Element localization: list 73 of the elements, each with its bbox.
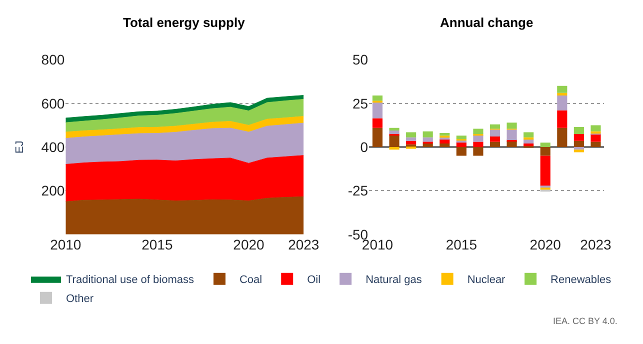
- bar: [557, 86, 568, 93]
- legend-label: Nuclear: [467, 274, 506, 286]
- bar: [406, 132, 416, 138]
- y-axis-title: EJ: [14, 140, 26, 154]
- bar: [422, 137, 433, 142]
- x-tick-label: 2020: [233, 236, 265, 252]
- bar: [557, 128, 568, 148]
- bar: [557, 110, 568, 128]
- bar: [473, 134, 484, 142]
- bar: [540, 142, 550, 148]
- x-tick-label: 2023: [580, 236, 612, 252]
- bar: [422, 144, 433, 148]
- bar: [473, 128, 484, 134]
- legend-label: Traditional use of biomass: [66, 274, 194, 286]
- bar: [590, 142, 601, 148]
- bar: [456, 147, 466, 156]
- y-tick-label: 600: [41, 95, 65, 112]
- bar: [440, 144, 450, 148]
- bar: [372, 102, 383, 118]
- bar: [456, 136, 466, 140]
- bar: [557, 92, 568, 96]
- bar: [473, 142, 484, 148]
- bar: [473, 147, 484, 156]
- bar: [574, 134, 584, 141]
- bar: [422, 131, 433, 138]
- bar: [574, 147, 584, 150]
- bar: [372, 128, 383, 148]
- bar: [389, 147, 400, 150]
- bar: [574, 126, 584, 134]
- chart-title: Total energy supply: [123, 15, 246, 30]
- y-tick-label: 50: [352, 52, 368, 68]
- bar: [389, 130, 400, 134]
- bar: [490, 142, 500, 148]
- bar: [490, 136, 500, 142]
- bar: [524, 132, 534, 138]
- bar: [557, 96, 568, 110]
- x-tick-label: 2023: [288, 236, 320, 252]
- bar: [590, 125, 601, 132]
- bar: [506, 122, 517, 129]
- y-tick-label: 200: [41, 182, 65, 199]
- legend-label: Renewables: [550, 274, 612, 286]
- bar: [590, 134, 601, 142]
- legend-label: Oil: [307, 274, 321, 286]
- y-tick-label: 25: [352, 95, 368, 112]
- bar: [372, 118, 383, 128]
- legend-label: Coal: [239, 274, 262, 286]
- x-tick-label: 2010: [50, 236, 82, 252]
- bar: [490, 124, 500, 129]
- x-tick-label: 2015: [142, 236, 173, 252]
- bar: [490, 130, 500, 137]
- bar: [506, 130, 517, 140]
- bar: [389, 134, 400, 148]
- y-tick-label: 0: [360, 138, 368, 155]
- legend-label: Natural gas: [366, 274, 422, 286]
- bar: [372, 96, 383, 101]
- bar: [574, 150, 584, 152]
- x-tick-label: 2020: [530, 236, 562, 252]
- legend-label: Other: [66, 293, 94, 306]
- bar: [540, 156, 550, 186]
- bar: [524, 139, 534, 144]
- text: IEA. CC BY 4.0.: [553, 316, 618, 326]
- x-tick-label: 2015: [446, 236, 478, 252]
- bar: [440, 139, 450, 144]
- bar: [574, 140, 584, 148]
- bar: [440, 133, 450, 136]
- y-tick-label: 800: [41, 52, 65, 68]
- y-tick-label: -25: [348, 182, 368, 199]
- bar: [406, 140, 416, 144]
- chart-title: Annual change: [440, 15, 534, 30]
- bar: [540, 147, 550, 156]
- bar: [389, 128, 400, 130]
- y-tick-label: 400: [41, 138, 65, 155]
- bar: [406, 137, 416, 141]
